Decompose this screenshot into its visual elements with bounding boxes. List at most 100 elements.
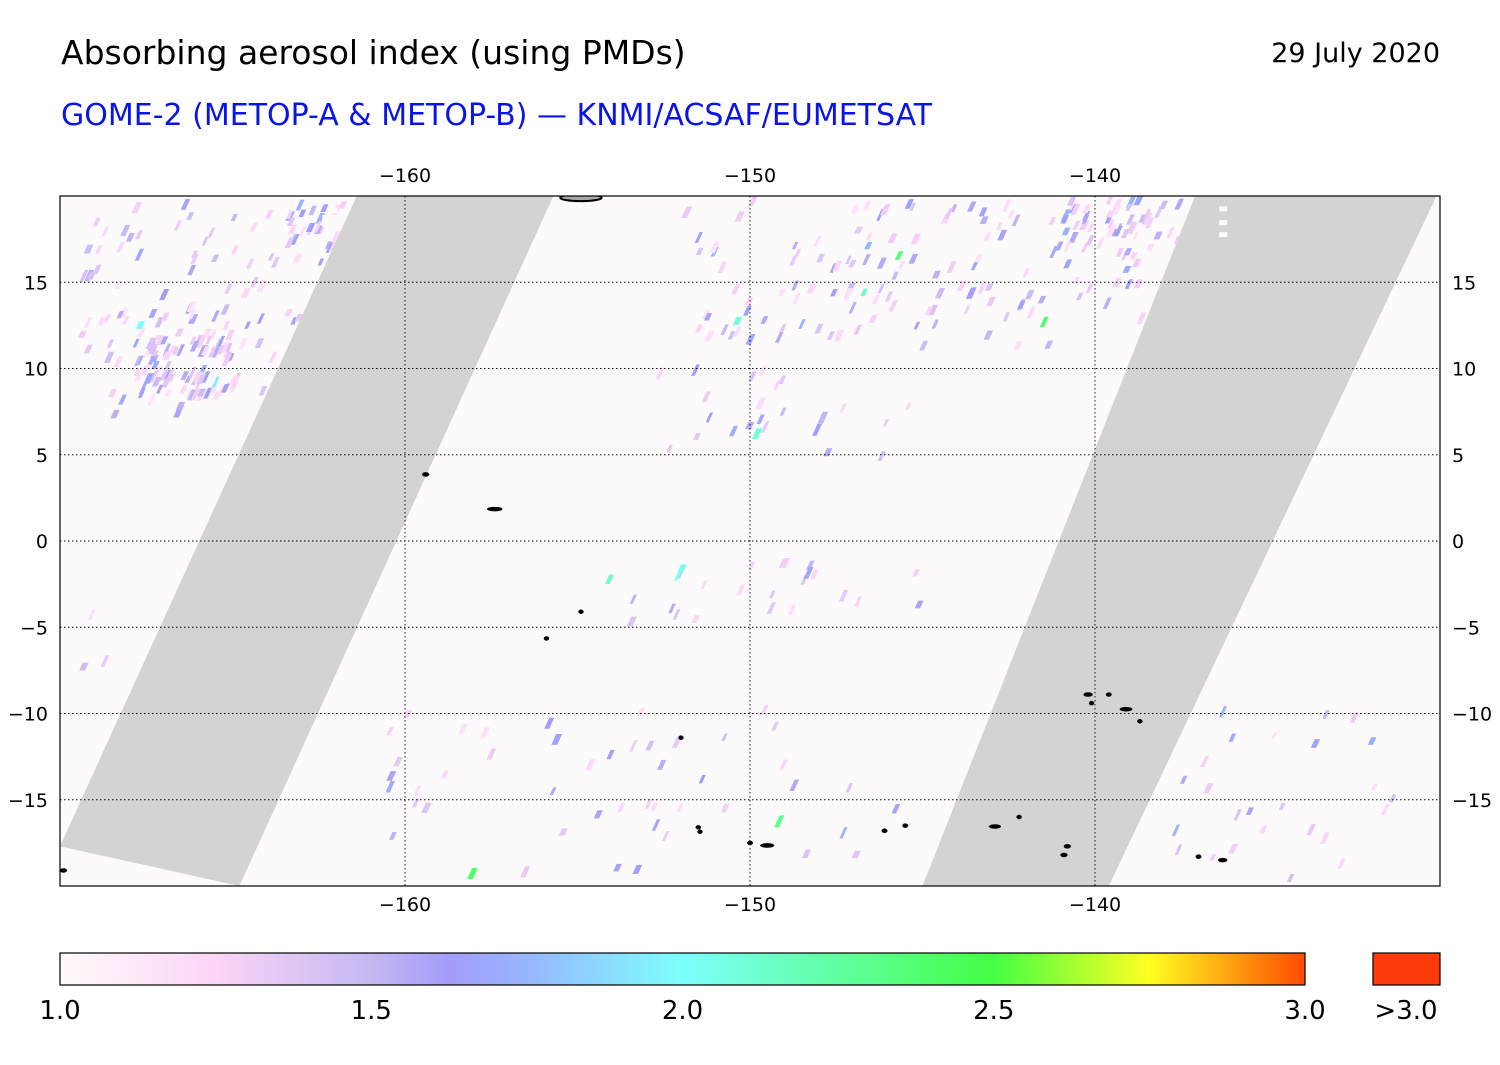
lat-tick-label-right: −15	[1452, 790, 1492, 812]
aerosol-pixel	[944, 208, 954, 219]
aerosol-pixel	[792, 293, 801, 304]
aerosol-pixel	[698, 774, 706, 784]
aerosol-pixel	[629, 739, 638, 752]
swath-edge-notch	[1219, 220, 1228, 226]
swath-edge-notch	[1219, 232, 1228, 238]
aerosol-pixel	[1085, 283, 1094, 294]
aerosol-pixel	[774, 332, 784, 343]
aerosol-pixel	[717, 261, 727, 273]
island-hawaii-big-island	[559, 196, 603, 203]
aerosol-pixel	[225, 343, 233, 352]
aerosol-pixel	[1319, 832, 1330, 844]
aerosol-pixel	[1286, 873, 1295, 883]
aerosol-pixel	[1336, 858, 1346, 869]
aerosol-pixel	[809, 569, 819, 580]
aerosol-pixel	[201, 346, 210, 356]
aerosol-pixel	[220, 304, 231, 315]
aerosol-pixel	[734, 211, 745, 222]
aerosol-pixel	[745, 422, 755, 430]
aerosol-pixel	[1072, 220, 1081, 230]
aerosol-pixel	[216, 345, 226, 355]
aerosol-pixel	[913, 321, 921, 330]
aerosol-pixel	[229, 379, 240, 390]
aerosol-pixel	[1070, 203, 1081, 216]
aerosol-pixel	[919, 340, 929, 351]
aerosol-pixel	[727, 331, 736, 340]
aerosol-pixel	[179, 385, 188, 394]
aerosol-pixel	[1048, 217, 1057, 225]
aerosol-pixel	[884, 291, 894, 302]
aerosol-pixel	[832, 260, 843, 272]
aerosol-pixel	[92, 217, 101, 227]
aerosol-pixel	[224, 283, 233, 294]
aerosol-pixel	[1115, 247, 1124, 257]
aerosol-pixel	[388, 831, 397, 840]
island-tuamotu-atoll-f	[1217, 857, 1228, 863]
aerosol-pixel	[997, 229, 1008, 241]
aerosol-pixel	[967, 201, 977, 212]
aerosol-pixel	[848, 302, 857, 314]
aerosol-pixel	[655, 367, 665, 380]
aerosol-pixel	[79, 269, 89, 282]
aerosol-pixel	[830, 288, 838, 297]
island-ua-pou	[1088, 700, 1095, 706]
colorbar-tick-label: 2.0	[661, 996, 704, 1026]
aerosol-pixel	[174, 328, 184, 337]
aerosol-pixel	[412, 798, 420, 808]
aerosol-pixel	[1044, 340, 1054, 349]
aerosol-pixel	[225, 329, 235, 341]
aerosol-pixel	[839, 827, 848, 839]
aerosol-pixel	[1174, 198, 1185, 210]
aerosol-pixel	[480, 727, 490, 738]
aerosol-pixel-high	[732, 316, 743, 326]
aerosol-pixel	[118, 394, 128, 405]
aerosol-pixel	[946, 261, 957, 273]
aerosol-pixel	[928, 304, 939, 316]
aerosol-pixel	[794, 248, 802, 257]
aerosol-pixel	[114, 281, 123, 290]
aerosol-pixel	[1143, 208, 1152, 219]
aerosol-pixel	[94, 244, 103, 255]
aerosol-pixel	[745, 334, 756, 345]
island-tuamotu-atoll-c	[1016, 814, 1022, 820]
aerosol-pixel	[1367, 737, 1377, 745]
colorbar-overflow-box	[1372, 952, 1441, 986]
aerosol-pixel	[231, 375, 240, 384]
aerosol-pixel	[294, 313, 304, 322]
aerosol-pixel	[733, 326, 742, 337]
aerosol-pixel	[106, 339, 115, 348]
aerosol-pixel	[132, 338, 140, 348]
lon-tick-label-top: −150	[724, 165, 776, 187]
aerosol-pixel	[910, 233, 922, 245]
aerosol-pixel	[888, 300, 898, 312]
aerosol-pixel	[826, 331, 835, 340]
aerosol-pixel	[187, 313, 199, 324]
swath-edge-notch	[329, 199, 338, 205]
aerosol-pixel	[787, 605, 797, 615]
island-tahiti	[760, 843, 775, 848]
aerosol-pixel	[544, 717, 555, 729]
aerosol-pixel	[1017, 300, 1026, 309]
aerosol-pixel	[1024, 289, 1035, 300]
aerosol-pixel	[754, 397, 767, 410]
aerosol-pixel	[256, 280, 268, 293]
aerosol-pixel	[877, 451, 886, 462]
aerosol-pixel	[164, 361, 172, 370]
aerosol-pixel	[1066, 197, 1077, 206]
aerosol-pixel	[1061, 227, 1071, 236]
aerosol-pixel	[231, 245, 239, 255]
aerosol-pixel	[159, 289, 170, 301]
aerosol-pixel	[632, 864, 643, 875]
aerosol-pixel-high	[211, 376, 220, 388]
island-ua-huka	[1105, 692, 1112, 697]
aerosol-pixel	[983, 330, 994, 340]
aerosol-pixel	[164, 389, 173, 397]
aerosol-pixel	[779, 407, 787, 416]
aerosol-pixel	[79, 662, 89, 671]
island-fatu-hiva	[1137, 719, 1143, 724]
aerosol-pixel	[196, 388, 207, 397]
aerosol-pixel	[1233, 809, 1242, 821]
aerosol-pixel	[904, 402, 912, 410]
aerosol-pixel	[1180, 775, 1188, 784]
aerosol-pixel	[728, 425, 739, 437]
